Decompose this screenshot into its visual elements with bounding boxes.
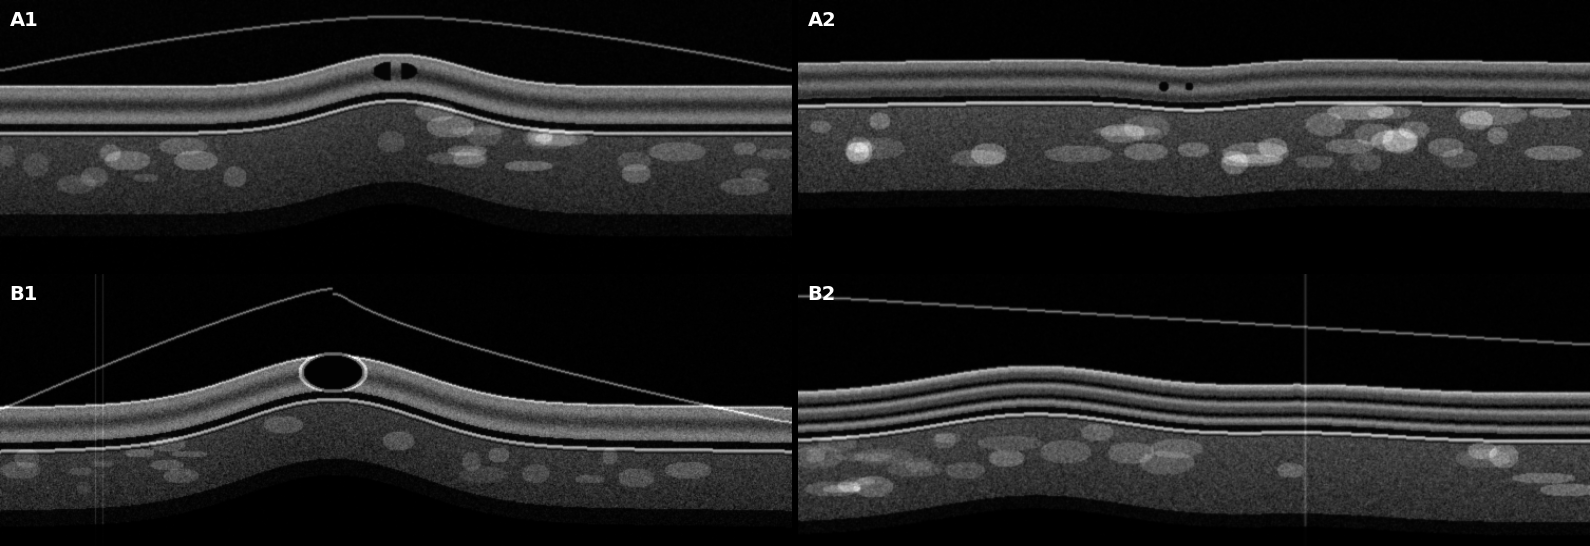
Text: B1: B1 [10, 285, 38, 304]
Text: A2: A2 [808, 11, 836, 30]
Text: B2: B2 [808, 285, 836, 304]
Text: A1: A1 [10, 11, 38, 30]
